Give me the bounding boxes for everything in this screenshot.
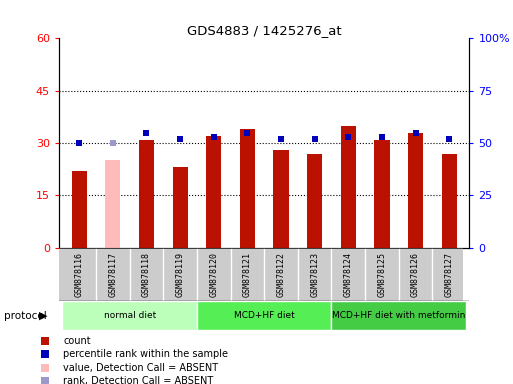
Text: MCD+HF diet: MCD+HF diet	[234, 311, 294, 320]
Text: GSM878123: GSM878123	[310, 252, 319, 297]
Bar	[172, 167, 188, 248]
Bar	[72, 171, 87, 248]
Bar	[197, 301, 331, 330]
Text: GSM878117: GSM878117	[108, 252, 117, 297]
Bar	[374, 139, 389, 248]
Text: rank, Detection Call = ABSENT: rank, Detection Call = ABSENT	[64, 376, 213, 384]
Text: percentile rank within the sample: percentile rank within the sample	[64, 349, 228, 359]
Text: value, Detection Call = ABSENT: value, Detection Call = ABSENT	[64, 363, 219, 373]
Text: GSM878124: GSM878124	[344, 252, 353, 297]
Bar	[63, 301, 197, 330]
Text: GSM878127: GSM878127	[445, 252, 453, 297]
Text: GSM878119: GSM878119	[175, 252, 185, 297]
Bar	[341, 126, 356, 248]
Bar	[442, 154, 457, 248]
Bar	[331, 301, 466, 330]
Text: normal diet: normal diet	[104, 311, 156, 320]
Text: ▶: ▶	[38, 311, 47, 321]
Bar	[408, 132, 423, 248]
Text: GSM878126: GSM878126	[411, 252, 420, 297]
Text: count: count	[64, 336, 91, 346]
Text: GSM878122: GSM878122	[277, 252, 286, 297]
Text: protocol: protocol	[4, 311, 47, 321]
Bar	[273, 150, 289, 248]
Text: GSM878121: GSM878121	[243, 252, 252, 297]
Bar	[105, 161, 121, 248]
Bar	[240, 129, 255, 248]
Bar	[206, 136, 221, 248]
Text: GSM878118: GSM878118	[142, 252, 151, 297]
Text: GSM878125: GSM878125	[378, 252, 386, 297]
Bar	[139, 139, 154, 248]
Text: GSM878116: GSM878116	[75, 252, 84, 297]
Text: GSM878120: GSM878120	[209, 252, 218, 297]
Text: MCD+HF diet with metformin: MCD+HF diet with metformin	[332, 311, 465, 320]
Bar	[307, 154, 322, 248]
Title: GDS4883 / 1425276_at: GDS4883 / 1425276_at	[187, 24, 342, 37]
